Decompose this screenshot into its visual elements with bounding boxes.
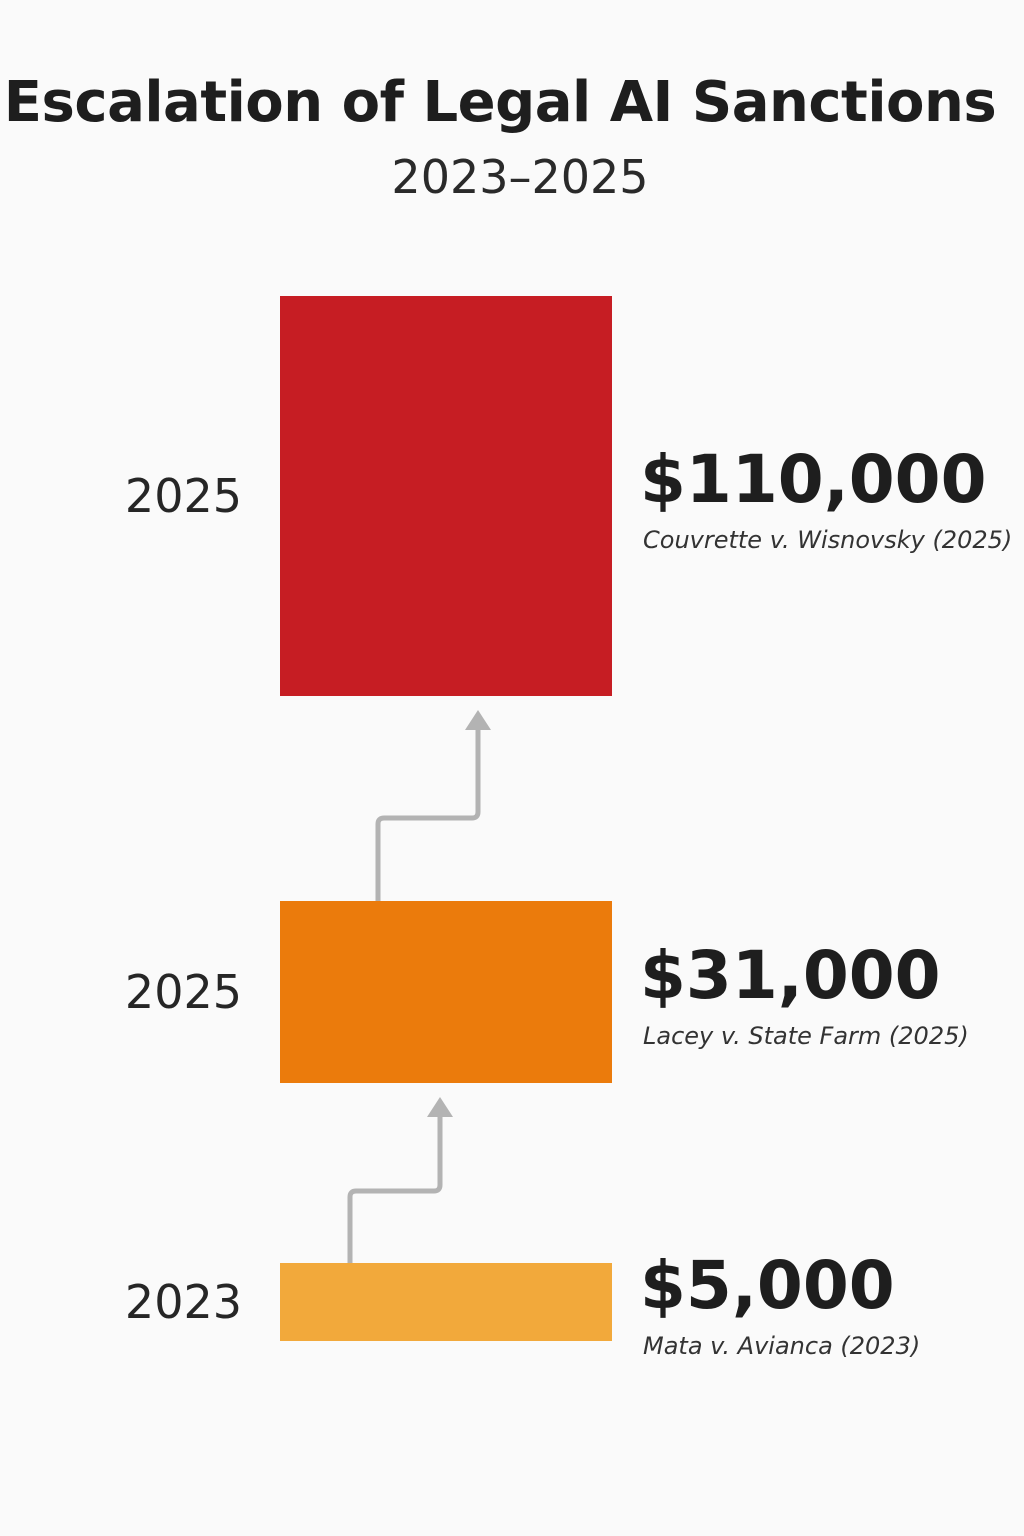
value-label-0: $5,000 [640, 1247, 895, 1324]
case-label-2: Couvrette v. Wisnovsky (2025) [643, 526, 1012, 554]
arrow-head-0 [427, 1097, 453, 1117]
bar-2025-1 [280, 901, 612, 1083]
year-label-0: 2023 [125, 1275, 242, 1329]
escalation-arrow-1 [375, 725, 481, 904]
value-label-1: $31,000 [640, 937, 941, 1014]
escalation-arrow-0 [347, 1112, 443, 1266]
page-title: Escalation of Legal AI Sanctions [3, 70, 997, 135]
bars [280, 296, 612, 1341]
year-label-2: 2025 [125, 469, 242, 523]
page-subtitle: 2023–2025 [391, 150, 649, 204]
case-label-1: Lacey v. State Farm (2025) [643, 1022, 969, 1050]
bar-2023-0 [280, 1263, 612, 1341]
year-label-1: 2025 [125, 965, 242, 1019]
bar-2025-2 [280, 296, 612, 696]
labels: 2023 $5,000 Mata v. Avianca (2023) 2025 $31,… [125, 441, 1012, 1360]
escalation-arrows [347, 710, 491, 1266]
case-label-0: Mata v. Avianca (2023) [643, 1332, 920, 1360]
arrow-head-1 [465, 710, 491, 730]
value-label-2: $110,000 [640, 441, 987, 518]
